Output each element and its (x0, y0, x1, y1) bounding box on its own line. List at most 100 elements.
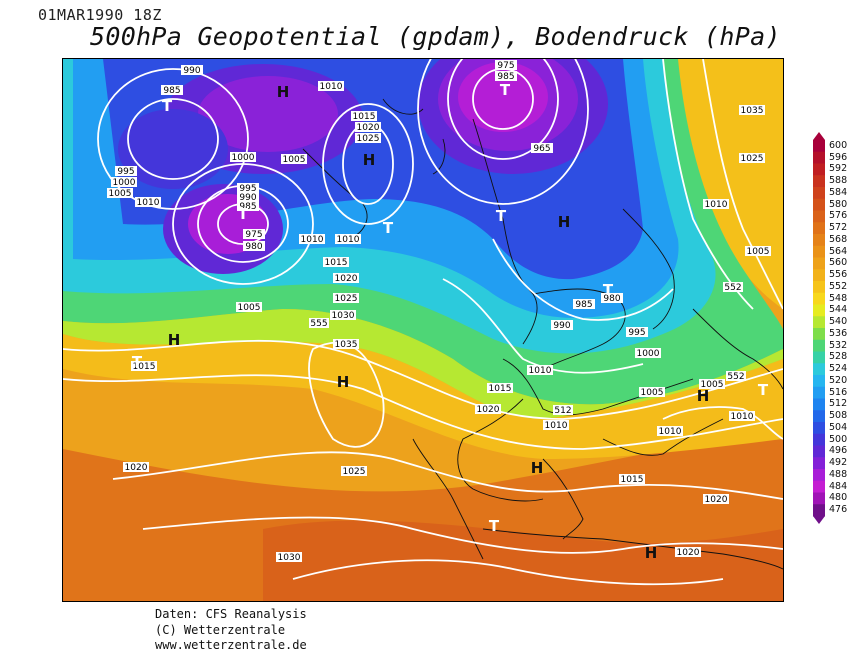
geopotential-label: 555 (309, 318, 329, 329)
pressure-label: 985 (573, 299, 595, 310)
svg-text:1010: 1010 (337, 235, 360, 245)
pressure-label: 1020 (703, 494, 729, 505)
svg-text:1000: 1000 (637, 349, 660, 359)
colorbar-label: 544 (829, 304, 848, 316)
svg-text:1000: 1000 (232, 153, 255, 163)
pressure-label: 995 (237, 183, 259, 194)
colorbar-swatch (813, 245, 825, 258)
colorbar-swatch (813, 351, 825, 364)
low-marker: T (162, 97, 173, 115)
low-marker: T (132, 353, 143, 371)
svg-text:990: 990 (239, 193, 256, 203)
pressure-label: 1030 (330, 310, 356, 321)
colorbar-label: 532 (829, 339, 848, 351)
svg-text:1025: 1025 (335, 294, 358, 304)
colorbar-swatch (813, 386, 825, 399)
colorbar-swatch (813, 210, 825, 223)
colorbar-label: 504 (829, 421, 848, 433)
svg-text:1015: 1015 (325, 258, 348, 268)
geopotential-label: 512 (553, 405, 573, 416)
pressure-label: 1015 (487, 383, 513, 394)
colorbar-label: 524 (829, 363, 848, 375)
svg-text:1010: 1010 (545, 421, 568, 431)
high-marker: H (277, 83, 290, 101)
pressure-label: 1005 (699, 379, 725, 390)
colorbar-swatch (813, 175, 825, 188)
pressure-label: 985 (237, 201, 259, 212)
pressure-label: 1015 (473, 383, 499, 394)
pressure-label: 1005 (639, 387, 665, 398)
colorbar-top-arrow (813, 132, 825, 140)
svg-text:1010: 1010 (137, 198, 160, 208)
colorbar-swatch (813, 480, 825, 493)
pressure-label: 1010 (527, 365, 553, 376)
pressure-label: 1005 (281, 154, 307, 165)
colorbar-swatch (813, 398, 825, 411)
pressure-label: 1015 (131, 361, 157, 372)
pressure-label: 1000 (230, 152, 256, 163)
colorbar-label: 540 (829, 316, 848, 328)
colorbar-labels: 600 596 592 588 584 580 576 572 568 564 560 556 552 5… (829, 132, 850, 524)
pressure-label: 1015 (323, 257, 349, 268)
colorbar-label: 512 (829, 398, 848, 410)
svg-text:985: 985 (163, 86, 180, 96)
high-marker: H (645, 544, 658, 562)
colorbar-swatch (813, 292, 825, 305)
colorbar-label: 476 (829, 504, 848, 516)
colorbar-label: 560 (829, 257, 848, 269)
svg-text:975: 975 (497, 61, 514, 71)
colorbar-label: 600 (829, 139, 848, 151)
colorbar-label: 516 (829, 386, 848, 398)
svg-text:1010: 1010 (529, 366, 552, 376)
svg-text:1000: 1000 (113, 178, 136, 188)
colorbar-label: 492 (829, 457, 848, 469)
colorbar-label: 500 (829, 433, 848, 445)
svg-text:1005: 1005 (283, 155, 306, 165)
svg-text:995: 995 (628, 328, 645, 338)
svg-text:1015: 1015 (621, 475, 644, 485)
pressure-label: 995 (115, 166, 137, 177)
pressure-label: 1010 (729, 411, 755, 422)
svg-text:1020: 1020 (477, 405, 500, 415)
svg-text:512: 512 (554, 406, 571, 416)
geopotential-label: 552 (723, 282, 743, 293)
svg-text:555: 555 (310, 319, 327, 329)
credit-data-source: Daten: CFS Reanalysis (155, 607, 307, 621)
colorbar-label: 576 (829, 210, 848, 222)
colorbar-swatch (813, 375, 825, 388)
svg-text:1010: 1010 (659, 427, 682, 437)
pressure-label: 990 (551, 320, 573, 331)
svg-text:1020: 1020 (125, 463, 148, 473)
svg-text:1010: 1010 (731, 412, 754, 422)
geopotential-label: 552 (726, 371, 746, 382)
low-marker: T (603, 281, 614, 299)
credit-website: www.wetterzentrale.de (155, 638, 307, 652)
colorbar-label: 580 (829, 198, 848, 210)
pressure-label: 1010 (299, 234, 325, 245)
svg-text:1010: 1010 (705, 200, 728, 210)
svg-text:980: 980 (245, 242, 262, 252)
pressure-label: 1005 (745, 246, 771, 257)
pressure-label: 985 (161, 85, 183, 96)
map-date: 01MAR1990 18Z (38, 6, 162, 24)
pressure-label: 1035 (739, 105, 765, 116)
pressure-label: 1035 (333, 339, 359, 350)
colorbar-swatch (813, 163, 825, 176)
colorbar-label: 572 (829, 222, 848, 234)
pressure-labels: 990 985 975 985 1010 1015 1020 1025 1000… (107, 60, 771, 563)
svg-text:1030: 1030 (332, 311, 355, 321)
pressure-label: 965 (531, 143, 553, 154)
pressure-label: 1025 (341, 466, 367, 477)
svg-text:1035: 1035 (335, 340, 358, 350)
pressure-label: 1025 (355, 133, 381, 144)
svg-text:1005: 1005 (109, 189, 132, 199)
svg-text:980: 980 (603, 294, 620, 304)
pressure-label: 990 (237, 192, 259, 203)
colorbar-label: 484 (829, 480, 848, 492)
svg-text:1010: 1010 (320, 82, 343, 92)
pressure-label: 1020 (475, 404, 501, 415)
colorbar-swatch (813, 140, 825, 153)
colorbar-label: 496 (829, 445, 848, 457)
svg-text:975: 975 (245, 230, 262, 240)
colorbar-label: 592 (829, 163, 848, 175)
